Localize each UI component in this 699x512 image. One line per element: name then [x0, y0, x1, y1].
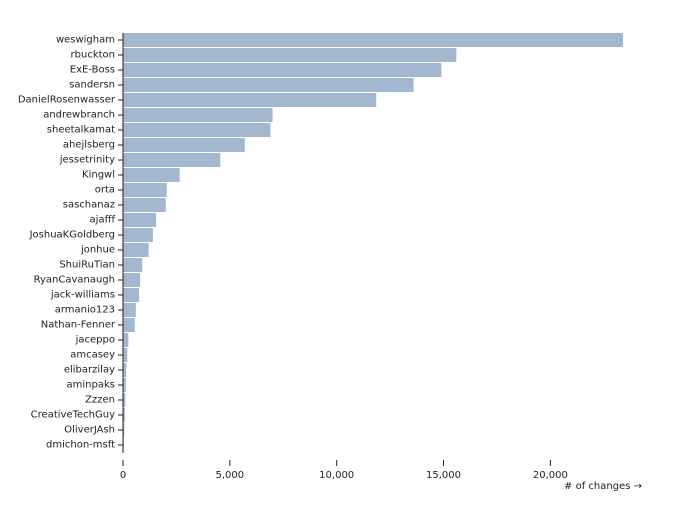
bar-rbuckton [123, 48, 457, 62]
bar-kingwl [123, 168, 180, 182]
y-tick-label: OliverJAsh [64, 425, 115, 436]
y-tick-label: andrewbranch [43, 110, 115, 121]
y-tick-label: jonhue [80, 245, 115, 256]
bar-sheetalkamat [123, 123, 271, 137]
y-tick-label: CreativeTechGuy [31, 410, 115, 421]
y-tick-label: aminpaks [67, 380, 115, 391]
x-tick-label: 15,000 [426, 470, 461, 481]
y-tick-label: RyanCavanaugh [34, 275, 115, 286]
bar-andrewbranch [123, 108, 273, 122]
bar-shuirutian [123, 258, 143, 272]
x-tick-label: 0 [120, 470, 126, 481]
y-tick-label: sheetalkamat [47, 125, 115, 136]
x-tick-label: 20,000 [533, 470, 568, 481]
bar-nathan-fenner [123, 318, 135, 332]
x-axis-title: # of changes → [564, 481, 642, 492]
bar-orta [123, 183, 167, 197]
bar-weswigham [123, 33, 623, 47]
y-tick-label: JoshuaKGoldberg [29, 230, 115, 241]
bar-elibarzilay [123, 363, 127, 377]
y-tick-label: rbuckton [71, 50, 115, 61]
y-tick-label: DanielRosenwasser [18, 95, 116, 106]
x-tick-label: 10,000 [319, 470, 354, 481]
y-tick-label: Kingwl [82, 170, 115, 181]
bar-danielrosenwasser [123, 93, 377, 107]
y-tick-label: ShuiRuTian [59, 260, 115, 271]
y-tick-label: ExE-Boss [70, 65, 115, 76]
bar-jessetrinity [123, 153, 221, 167]
y-tick-labels-group: weswigham rbuckton ExE-Boss sandersn DanielR… [18, 35, 123, 451]
bar-aminpaks [123, 378, 126, 392]
y-tick-label: armanio123 [55, 305, 115, 316]
y-tick-label: dmichon-msft [46, 440, 115, 451]
bar-ryancavanaugh [123, 273, 141, 287]
bar-jack-williams [123, 288, 140, 302]
y-tick-label: amcasey [70, 350, 115, 361]
y-tick-label: jaceppo [75, 335, 115, 346]
bar-saschanaz [123, 198, 166, 212]
bar-amcasey [123, 348, 128, 362]
bar-zzzen [123, 393, 126, 407]
bar-jonhue [123, 243, 149, 257]
y-tick-label: jack-williams [50, 290, 115, 301]
y-tick-label: ahejlsberg [63, 140, 115, 151]
x-tick-label: 5,000 [216, 470, 245, 481]
bar-oliverjash [123, 423, 125, 437]
bar-exe-boss [123, 63, 442, 77]
bar-armanio123 [123, 303, 136, 317]
bar-ajafff [123, 213, 157, 227]
y-tick-label: sandersn [69, 80, 115, 91]
bar-creativetechguy [123, 408, 125, 422]
y-tick-label: orta [95, 185, 115, 196]
bars-group [123, 33, 623, 452]
bar-sandersn [123, 78, 414, 92]
bar-joshuakgoldberg [123, 228, 153, 242]
y-tick-label: elibarzilay [64, 365, 115, 376]
y-tick-label: jessetrinity [59, 155, 115, 166]
y-tick-label: ajafff [90, 215, 116, 226]
bar-ahejlsberg [123, 138, 245, 152]
y-tick-label: Nathan-Fenner [41, 320, 116, 331]
y-tick-label: weswigham [56, 35, 115, 46]
bar-jaceppo [123, 333, 129, 347]
x-axis-group: 0 5,000 10,000 15,000 20,000 [120, 460, 568, 481]
y-tick-label: saschanaz [63, 200, 115, 211]
y-tick-label: Zzzen [85, 395, 115, 406]
